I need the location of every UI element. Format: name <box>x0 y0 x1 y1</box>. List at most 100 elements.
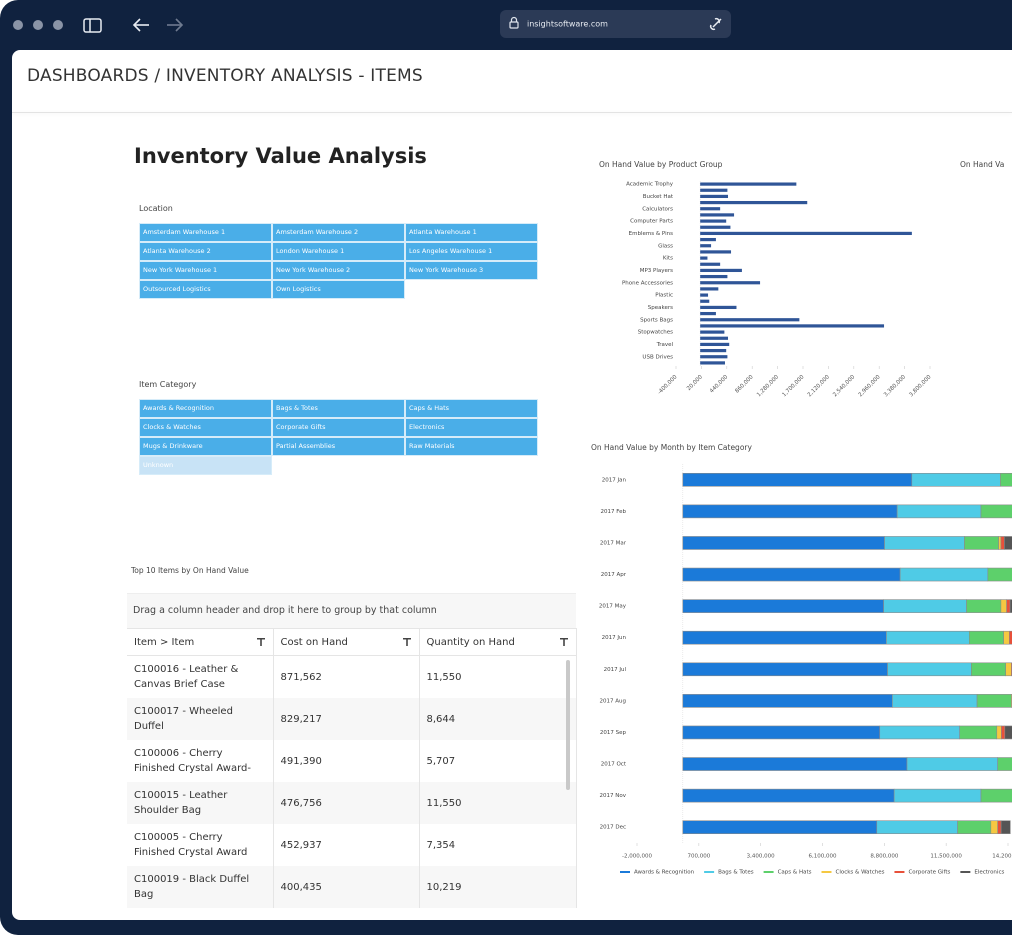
bar-segment <box>876 820 958 835</box>
bar <box>700 194 729 199</box>
x-tick-label: 3,800,000 <box>908 374 932 398</box>
window-dot[interactable] <box>53 20 63 30</box>
window-dot[interactable] <box>33 20 43 30</box>
filter-label: Item Category <box>139 380 197 389</box>
filter-option[interactable]: Raw Materials <box>405 437 538 456</box>
table-row[interactable]: C100019 - Black Duffel Bag 400,435 10,219 <box>127 866 577 908</box>
legend-label: Bags & Totes <box>718 870 754 876</box>
filter-icon-shape <box>559 638 568 646</box>
filter-option[interactable]: Unknown <box>139 456 272 475</box>
sidebar-icon[interactable] <box>83 18 102 33</box>
y-tick-label: Kits <box>663 256 673 262</box>
filter-option[interactable]: New York Warehouse 1 <box>139 261 272 280</box>
table-cell: 400,435 <box>273 866 420 908</box>
x-tick-label: 2,960,000 <box>858 374 882 398</box>
bar-segment <box>682 820 878 835</box>
data-grid: Drag a column header and drop it here to… <box>127 593 577 908</box>
filter-option[interactable]: Los Angeles Warehouse 1 <box>405 242 538 261</box>
header-row: Item > Item Cost on Hand Quantity on Hand <box>127 628 577 656</box>
filter-icon[interactable] <box>256 638 265 646</box>
filter-icon[interactable] <box>402 638 411 646</box>
forward-button[interactable] <box>167 18 184 32</box>
table-cell: 491,390 <box>273 740 420 782</box>
bar <box>700 287 719 291</box>
filter-option[interactable]: Own Logistics <box>272 280 405 299</box>
filter-option[interactable]: Bags & Totes <box>272 399 405 418</box>
filter-option[interactable]: New York Warehouse 2 <box>272 261 405 280</box>
bar-segment <box>682 472 913 487</box>
filter-option[interactable]: London Warehouse 1 <box>272 242 405 261</box>
bar-segment <box>906 757 998 771</box>
bar-segment <box>990 820 998 835</box>
y-tick-label: Calculators <box>642 206 673 212</box>
bar <box>700 336 729 340</box>
table-row[interactable]: C100016 - Leather & Canvas Brief Case 871… <box>127 655 577 698</box>
bar <box>700 318 800 322</box>
table-cell: 829,217 <box>273 698 420 740</box>
bar-segment <box>682 504 898 519</box>
filter-icon-shape <box>402 638 411 646</box>
bar-segment <box>959 725 998 740</box>
filter-option[interactable]: Awards & Recognition <box>139 399 272 418</box>
dashboard-panel: DASHBOARDS / INVENTORY ANALYSIS - ITEMS … <box>12 50 1012 920</box>
back-button[interactable] <box>132 18 149 32</box>
table-title: Top 10 Items by On Hand Value <box>131 566 249 575</box>
x-tick-label: 1,700,000 <box>781 374 805 398</box>
column-header[interactable]: Quantity on Hand <box>419 628 577 656</box>
table-row[interactable]: C100005 - Cherry Finished Crystal Award 4… <box>127 824 577 866</box>
x-tick-label: 3,400,000 <box>747 854 775 860</box>
filter-option[interactable]: Mugs & Drinkware <box>139 437 272 456</box>
filter-option[interactable]: Atlanta Warehouse 1 <box>405 223 538 242</box>
filter-option[interactable]: Clocks & Watches <box>139 418 272 437</box>
x-tick-label: 14,200,000 <box>992 854 1012 860</box>
url-bar[interactable] <box>500 10 731 38</box>
table-row[interactable]: C100017 - Wheeled Duffel 829,217 8,644 <box>127 698 577 740</box>
filter-option[interactable]: Electronics <box>405 418 538 437</box>
filter-option[interactable]: Caps & Hats <box>405 399 538 418</box>
bar-segment <box>1000 820 1011 835</box>
x-tick-label: 700,000 <box>687 854 710 860</box>
bar <box>700 182 797 186</box>
bar <box>700 348 727 353</box>
bar <box>700 188 728 192</box>
column-header[interactable]: Cost on Hand <box>273 628 420 656</box>
filter-option[interactable]: Outsourced Logistics <box>139 280 272 299</box>
bar-segment <box>682 599 884 613</box>
bar <box>700 293 709 297</box>
filter-label: Location <box>139 204 173 213</box>
filter-option[interactable]: Corporate Gifts <box>272 418 405 437</box>
filter-option[interactable]: Partial Assemblies <box>272 437 405 456</box>
table-row[interactable]: C100015 - Leather Shoulder Bag 476,756 11,… <box>127 782 577 824</box>
bar-segment <box>997 757 1012 771</box>
legend-label: Electronics <box>974 870 1004 876</box>
bar <box>700 200 808 205</box>
link-icon[interactable] <box>709 17 722 31</box>
bar <box>700 207 721 211</box>
bar <box>700 305 737 310</box>
bar-segment <box>964 536 999 550</box>
bar-segment <box>884 536 965 550</box>
table-row[interactable]: C100006 - Cherry Finished Crystal Award-… <box>127 740 577 782</box>
table-cell: 5,707 <box>419 740 577 782</box>
bar-segment <box>682 630 887 645</box>
filter-option[interactable]: Amsterdam Warehouse 2 <box>272 223 405 242</box>
filter-icon[interactable] <box>559 638 568 646</box>
filter-option[interactable]: Amsterdam Warehouse 1 <box>139 223 272 242</box>
y-tick-label: Phone Accessories <box>622 280 673 286</box>
x-tick-label: 6,100,000 <box>809 854 837 860</box>
table-cell: 7,354 <box>419 824 577 866</box>
window-dot[interactable] <box>13 20 23 30</box>
bar-segment <box>957 820 992 835</box>
bar <box>700 219 727 223</box>
filter-option[interactable]: New York Warehouse 3 <box>405 261 538 280</box>
column-header[interactable]: Item > Item <box>127 628 274 656</box>
x-tick-label: 2,540,000 <box>832 374 856 398</box>
filter-option[interactable]: Atlanta Warehouse 2 <box>139 242 272 261</box>
bar-segment <box>911 472 1001 487</box>
x-tick-label: 20,000 <box>686 374 704 392</box>
y-tick-label: Plastic <box>655 293 673 299</box>
bar <box>700 250 732 254</box>
bar-segment <box>682 788 895 803</box>
scrollbar[interactable] <box>566 660 570 790</box>
bar-segment <box>1001 725 1006 740</box>
